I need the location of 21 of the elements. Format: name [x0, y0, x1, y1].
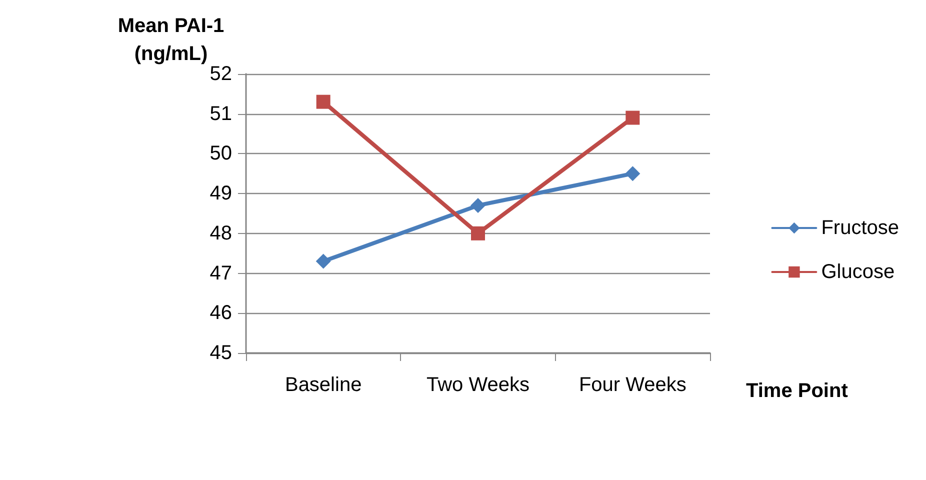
point	[316, 254, 331, 269]
y-tick-label: 51	[210, 102, 232, 125]
legend-label: Fructose	[821, 217, 900, 239]
x-axis-title: Time Point	[746, 380, 848, 402]
y-tick-label: 52	[210, 62, 232, 85]
x-tick-label: Four Weeks	[578, 374, 686, 396]
y-tick-label: 48	[210, 222, 232, 244]
point	[625, 166, 640, 182]
point	[316, 94, 330, 109]
point	[471, 226, 485, 240]
y-tick-label: 50	[210, 142, 232, 165]
legend-label: Glucose	[821, 261, 895, 283]
point	[626, 110, 640, 125]
x-tick-label: Baseline	[284, 374, 362, 396]
y-axis-title: Mean PAI-1 (ng/mL)	[118, 15, 224, 65]
y-tick-label: 47	[210, 262, 232, 284]
point	[470, 198, 486, 213]
y-tick-label: 45	[210, 342, 232, 364]
y-tick-label: 49	[210, 182, 232, 205]
y-tick-label: 46	[210, 302, 232, 324]
x-tick-label: Two Weeks	[426, 374, 530, 396]
